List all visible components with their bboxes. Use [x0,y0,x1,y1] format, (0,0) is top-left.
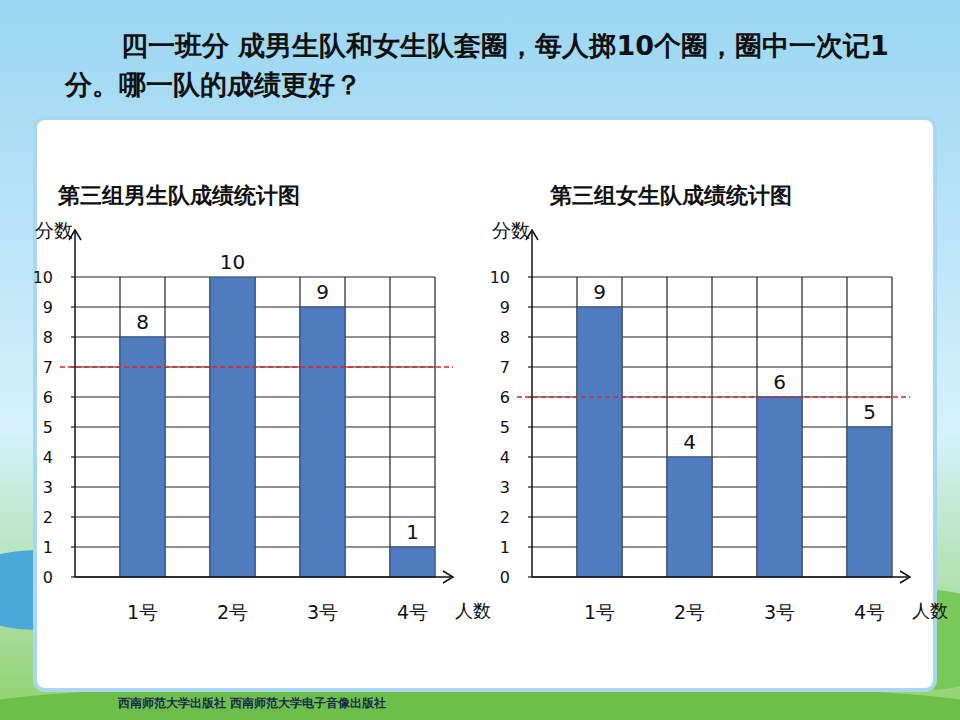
chart-title: 第三组女生队成绩统计图 [549,183,792,208]
category-label: 1号 [127,601,158,623]
x-axis [532,576,908,578]
category-label: 4号 [854,601,885,623]
average-line [60,366,453,368]
x-axis [75,576,451,578]
x-arrow [900,571,910,583]
chart: 第三组男生队成绩统计图 0 1 2 3 4 5 6 7 8 9 10 8 10 9 1 1号 2号 3号 4号 分数人数 [33,183,491,623]
data-label: 1 [406,520,419,544]
data-label: 4 [683,430,696,454]
bars [120,277,435,577]
bar [847,427,892,577]
tick-label: 3 [500,478,510,497]
grid-line [389,277,390,577]
tick-label: 10 [490,268,510,287]
tick-label: 2 [500,508,510,527]
tick-label: 10 [33,268,53,287]
bar [120,337,165,577]
data-label: 5 [863,400,876,424]
bar [300,307,345,577]
tick-label: 3 [43,478,53,497]
x-axis-title: 人数 [912,600,948,621]
tick-label: 4 [43,448,53,467]
y-axis [531,232,533,577]
tick-label: 8 [43,328,53,347]
background [0,0,960,720]
category-label: 3号 [764,601,795,623]
tick-label: 0 [500,568,510,587]
y-axis-title: 分数 [35,219,73,241]
grid-line [434,277,435,577]
bar [757,397,802,577]
tick-label: 7 [43,358,53,377]
chart: 第三组女生队成绩统计图 0 1 2 3 4 5 6 7 8 9 10 9 4 6 5 1号 2号 3号 4号 分数人数 [490,183,948,623]
category-label: 2号 [674,601,705,623]
bar [390,547,435,577]
category-label: 1号 [584,601,615,623]
tick-label: 7 [500,358,510,377]
tick-label: 5 [43,418,53,437]
tick-label: 0 [43,568,53,587]
category-label: 3号 [307,601,338,623]
footer: 西南师范大学出版社 西南师范大学电子音像出版社 [117,696,386,710]
bar [667,457,712,577]
bar [577,307,622,577]
tick-label: 5 [500,418,510,437]
tick-label: 9 [43,298,53,317]
tick-label: 8 [500,328,510,347]
tick-label: 2 [43,508,53,527]
average-line [517,396,910,398]
question: 四一班分 成男生队和女生队套圈，每人掷10个圈，圈中一次记1分。哪一队的成绩更好… [65,26,895,104]
tick-label: 6 [43,388,53,407]
data-label: 8 [136,310,149,334]
tick-label: 4 [500,448,510,467]
x-arrow [443,571,453,583]
data-label: 6 [773,370,786,394]
data-label: 9 [316,280,329,304]
tick-label: 1 [500,538,510,557]
tick-label: 1 [43,538,53,557]
bar [210,277,255,577]
data-label: 9 [593,280,606,304]
tick-label: 9 [500,298,510,317]
y-axis-title: 分数 [492,219,530,241]
category-label: 4号 [397,601,428,623]
category-label: 2号 [217,601,248,623]
bars [577,307,892,577]
panel [35,118,935,690]
chart-title: 第三组男生队成绩统计图 [57,183,300,208]
x-axis-title: 人数 [455,600,491,621]
y-axis [74,232,76,577]
tick-label: 6 [500,388,510,407]
data-label: 10 [220,250,245,274]
